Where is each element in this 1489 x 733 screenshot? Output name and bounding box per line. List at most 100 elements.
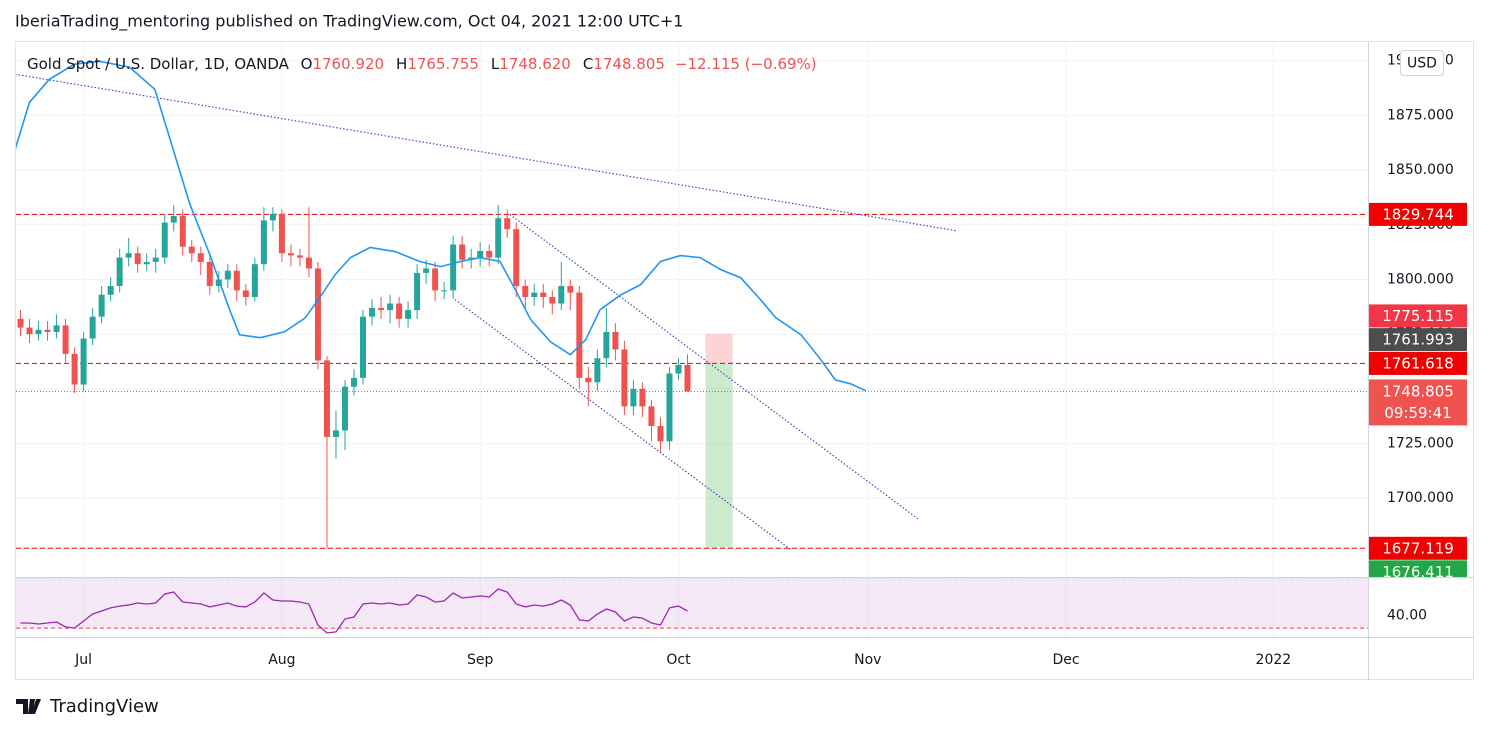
position-reward bbox=[705, 363, 733, 549]
position-risk bbox=[705, 333, 733, 364]
candle-body bbox=[612, 331, 619, 350]
x-tick-label: Sep bbox=[467, 652, 494, 668]
logo bbox=[16, 699, 41, 714]
candle-body bbox=[17, 318, 24, 328]
candle-body bbox=[98, 294, 105, 317]
candle-body bbox=[495, 218, 502, 258]
candle-body bbox=[44, 329, 51, 332]
y-tick-label: 1725.000 bbox=[1387, 436, 1454, 452]
price-label-box bbox=[1369, 304, 1467, 328]
chart-frame bbox=[15, 41, 1474, 680]
legend: Gold Spot / U.S. Dollar, 1D, OANDA O1760.… bbox=[27, 55, 817, 73]
legend-change: −12.115 (−0.69%) bbox=[675, 55, 817, 73]
x-tick-label: Aug bbox=[268, 652, 295, 668]
candle-body bbox=[26, 327, 33, 335]
legend-symbol: Gold Spot / U.S. Dollar, 1D, OANDA bbox=[27, 55, 290, 73]
candle-body bbox=[369, 307, 376, 317]
price-label-box bbox=[1369, 536, 1467, 560]
x-tick-label: 2022 bbox=[1256, 652, 1292, 668]
candle-body bbox=[378, 307, 385, 311]
trend-line bbox=[509, 214, 919, 520]
currency-box bbox=[1400, 50, 1444, 76]
candle-body bbox=[549, 296, 556, 304]
candle-body bbox=[116, 257, 123, 287]
candle-body bbox=[287, 253, 294, 256]
candle-body bbox=[450, 244, 457, 291]
candle-body bbox=[233, 270, 240, 291]
candle-body bbox=[251, 264, 258, 297]
price-label-box bbox=[1369, 351, 1467, 375]
candle-body bbox=[432, 268, 439, 291]
published-line: IberiaTrading_mentoring published on Tra… bbox=[15, 12, 683, 32]
candle-body bbox=[323, 360, 330, 437]
candle-body bbox=[675, 364, 682, 374]
price-label: 1761.993 bbox=[1382, 331, 1454, 349]
candle-body bbox=[314, 268, 321, 361]
candle-body bbox=[486, 251, 493, 258]
price-labels: 1829.744 1761.618 1748.805 09:59:41 1677.119… bbox=[1369, 202, 1467, 581]
price-label-box bbox=[1369, 379, 1467, 426]
candle-body bbox=[558, 286, 565, 304]
legend-key: H bbox=[396, 55, 407, 73]
x-tick-label: Nov bbox=[854, 652, 881, 668]
currency-badge: USD bbox=[1400, 50, 1444, 76]
candle-body bbox=[89, 316, 96, 339]
candle-body bbox=[269, 213, 276, 221]
candle-body bbox=[423, 268, 430, 273]
candle-body bbox=[107, 286, 114, 295]
rsi-line bbox=[20, 588, 688, 634]
candle-body bbox=[80, 338, 87, 385]
candle-body bbox=[459, 244, 466, 260]
candle-body bbox=[513, 229, 520, 287]
candle-body bbox=[531, 292, 538, 297]
currency: USD bbox=[1407, 56, 1437, 72]
candle-body bbox=[71, 353, 78, 385]
candle-body bbox=[684, 364, 691, 392]
candle-body bbox=[648, 406, 655, 427]
candle-body bbox=[477, 251, 484, 258]
candle-body bbox=[152, 257, 159, 262]
candle-body bbox=[296, 255, 303, 258]
plot-area bbox=[16, 60, 1368, 550]
candle-body bbox=[332, 430, 339, 437]
legend-key: O bbox=[301, 55, 313, 73]
legend-value: 1760.920 bbox=[312, 55, 384, 73]
legend-value: 1748.620 bbox=[499, 55, 571, 73]
x-tick-label: Dec bbox=[1053, 652, 1080, 668]
candle-body bbox=[504, 218, 511, 230]
candle-body bbox=[603, 331, 610, 359]
price-label-box bbox=[1369, 202, 1467, 226]
candle-body bbox=[188, 246, 195, 254]
price-label: 1676.411 bbox=[1382, 563, 1454, 581]
candle-body bbox=[215, 279, 222, 287]
candle-body bbox=[414, 272, 421, 311]
candle-body bbox=[125, 253, 132, 258]
candle-body bbox=[522, 286, 529, 297]
x-tick-label: Jul bbox=[74, 652, 92, 668]
candle-body bbox=[540, 292, 547, 297]
y-tick-label: 1850.000 bbox=[1387, 162, 1454, 178]
price-label: 1748.805 bbox=[1382, 382, 1454, 400]
footer: TradingView bbox=[16, 696, 159, 717]
candle-body bbox=[278, 213, 285, 254]
indicator-line bbox=[16, 60, 867, 392]
legend-key: C bbox=[583, 55, 593, 73]
y-tick-label: 1800.000 bbox=[1387, 271, 1454, 287]
candle-body bbox=[179, 216, 186, 247]
candle-body bbox=[206, 261, 213, 287]
candle-body bbox=[260, 220, 267, 265]
legend-value: 1765.755 bbox=[407, 55, 479, 73]
countdown: 09:59:41 bbox=[1384, 404, 1451, 422]
candle-body bbox=[143, 261, 150, 265]
price-label-box bbox=[1369, 560, 1467, 577]
candle-body bbox=[242, 290, 249, 297]
legend-key: L bbox=[491, 55, 500, 73]
candle-body bbox=[351, 377, 357, 387]
price-label-box bbox=[1369, 328, 1467, 352]
candle-body bbox=[35, 329, 42, 335]
candle-body bbox=[396, 303, 403, 319]
candle-body bbox=[585, 377, 592, 383]
candle-body bbox=[170, 216, 177, 223]
candle-body bbox=[134, 253, 141, 265]
candle-body bbox=[441, 290, 448, 292]
